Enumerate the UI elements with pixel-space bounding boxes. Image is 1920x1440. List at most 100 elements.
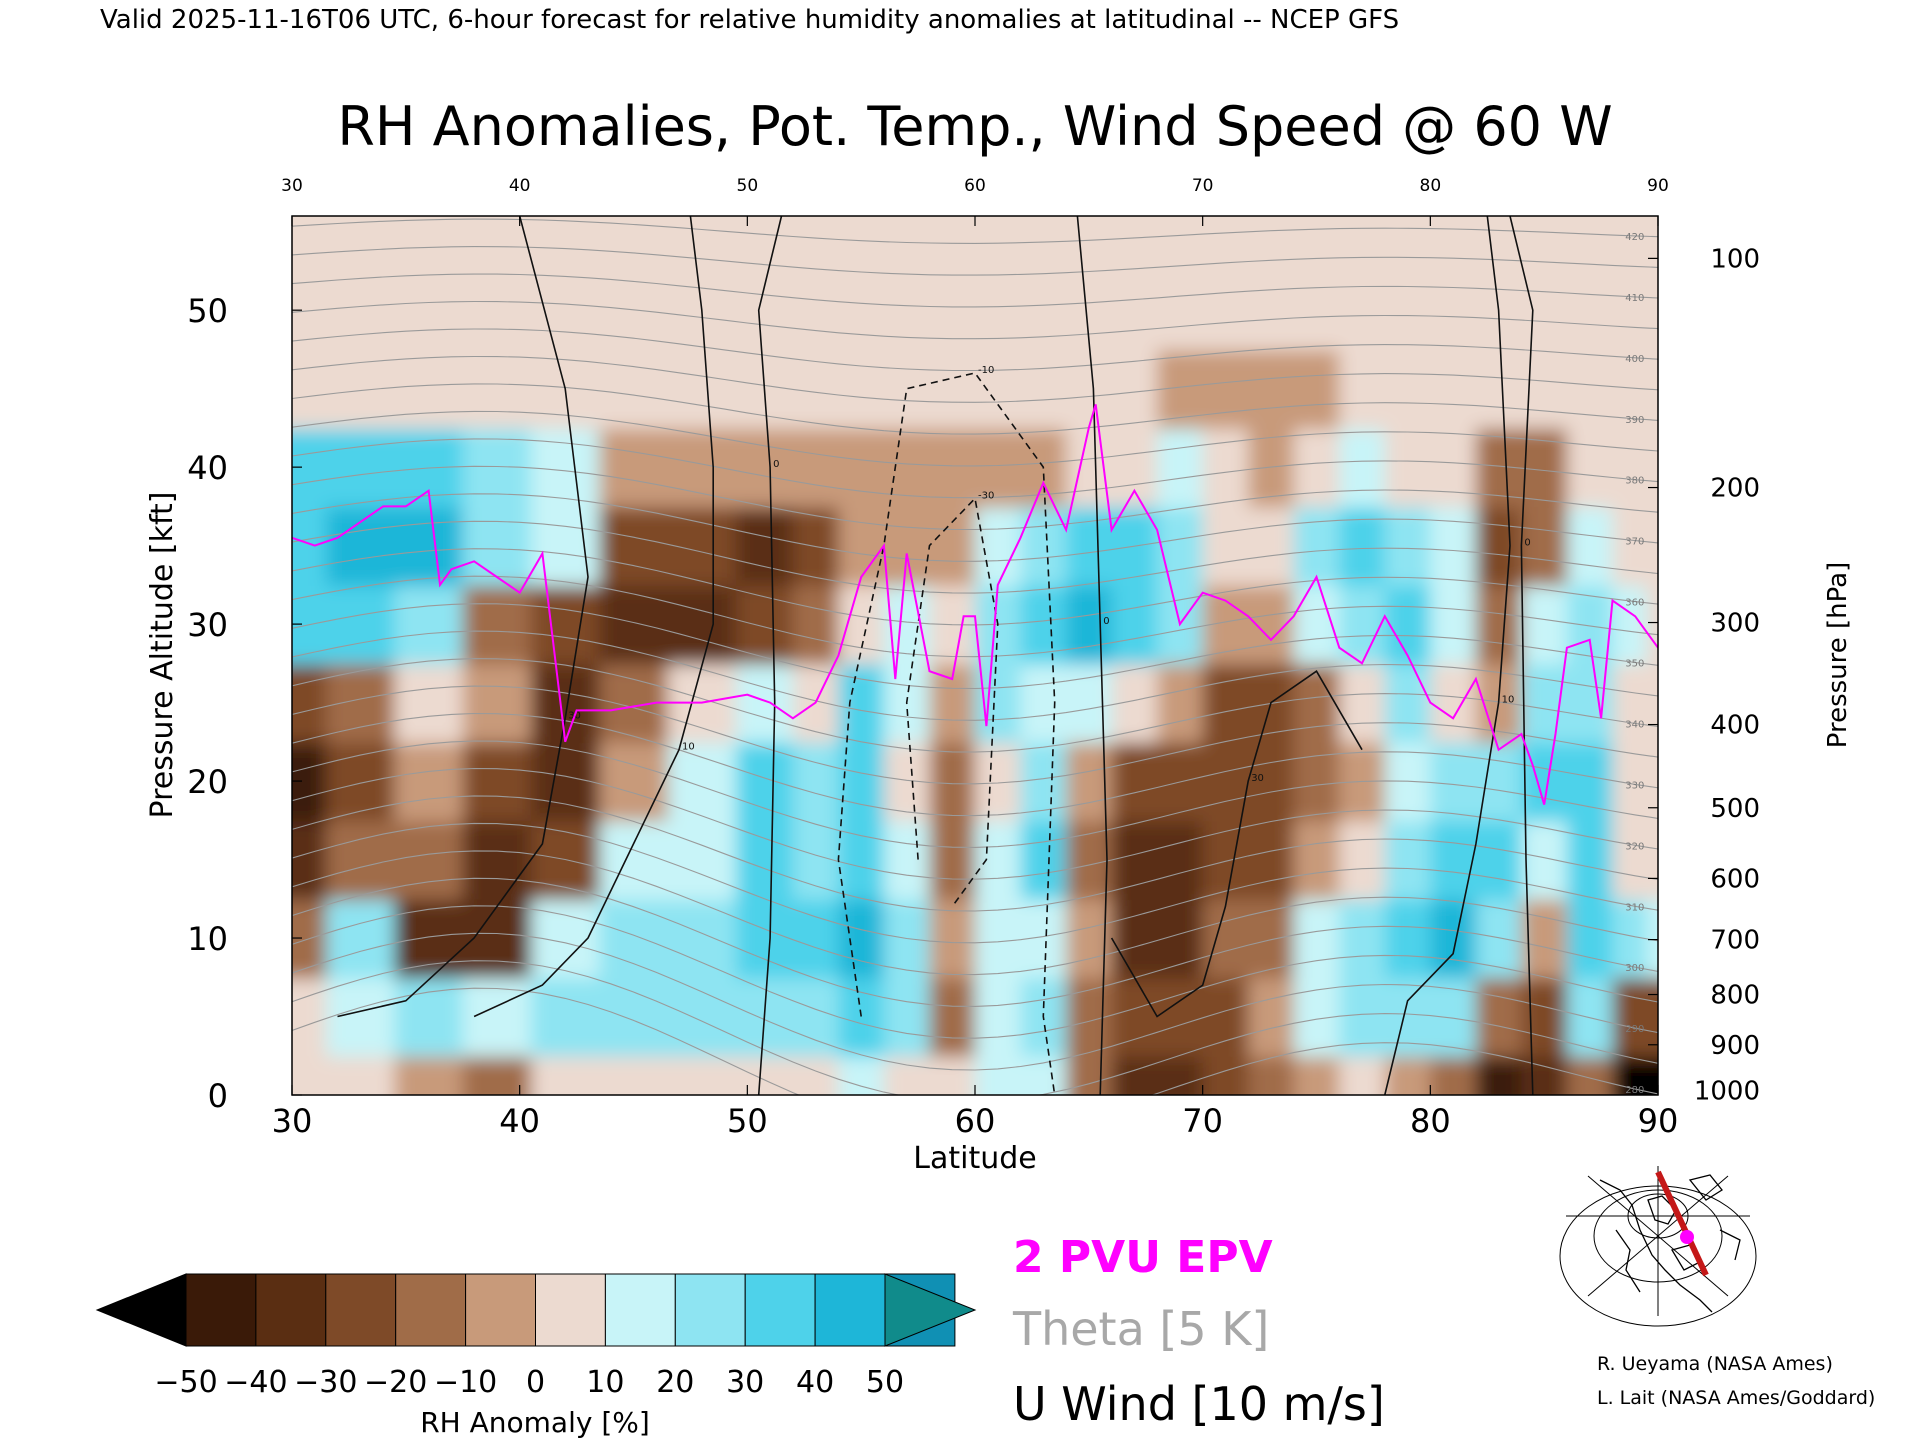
heatmap-cell (975, 349, 1022, 429)
heatmap-cell (1339, 820, 1386, 900)
legend-u-wind-label: U Wind [10 m/s] (1013, 1377, 1385, 1431)
heatmap-cell (1646, 427, 1658, 508)
heatmap-cell (326, 349, 396, 429)
colorbar-over-arrow (884, 1273, 977, 1347)
heatmap-cell (838, 349, 885, 429)
theta-isentrope (292, 767, 1658, 880)
colorbar-tick-label: −10 (434, 1365, 497, 1400)
colorbar-tick-label: 10 (586, 1365, 624, 1400)
heatmap-cell (292, 977, 328, 1057)
heatmap-cell (1157, 506, 1204, 586)
heatmap-cell (394, 663, 464, 743)
heatmap-cell (1111, 216, 1159, 241)
heatmap-cell (599, 349, 669, 429)
u-wind-label: 10 (1502, 695, 1515, 706)
heatmap-cell (1020, 239, 1068, 288)
heatmap-cell (1066, 216, 1113, 241)
heatmap-cell (792, 741, 840, 822)
heatmap-cell (735, 898, 794, 979)
legend: 2 PVU EPV Theta [5 K] U Wind [10 m/s] (1012, 1232, 1385, 1431)
pressure-tick-label: 700 (1710, 926, 1760, 956)
heatmap-cell (929, 216, 976, 241)
heatmap-cell (1646, 741, 1658, 822)
heatmap-cell (1384, 584, 1432, 665)
colorbar-tick-label: −30 (294, 1365, 357, 1400)
heatmap-cell (929, 506, 976, 586)
heatmap-cell (1339, 239, 1386, 288)
heatmap-cell (735, 427, 794, 508)
theta-label: 310 (1625, 902, 1644, 913)
heatmap-cell (1566, 216, 1614, 241)
heatmap-cell (1475, 898, 1523, 979)
colorbar-segment (814, 1273, 886, 1347)
heatmap-cell (292, 663, 328, 743)
heatmap-cell (1202, 741, 1250, 822)
x-tick-label: 40 (499, 1102, 540, 1140)
theta-isentrope (292, 712, 1658, 817)
colorbar-segment (465, 1273, 537, 1347)
heatmap-cell (1339, 584, 1386, 665)
heatmap-cell (735, 286, 794, 351)
heatmap-cell (326, 663, 396, 743)
heatmap-cell (883, 286, 931, 351)
heatmap-cell (1202, 977, 1250, 1057)
heatmap-cell (1521, 1055, 1568, 1095)
heatmap-cell (1020, 286, 1068, 351)
u-wind-contour (837, 372, 1056, 1095)
theta-isentrope (292, 300, 1658, 340)
x-axis-label: Latitude (913, 1141, 1036, 1176)
heatmap-cell (838, 239, 885, 288)
u-wind-label: 0 (1103, 616, 1109, 627)
x-tick-label: 60 (955, 1102, 996, 1140)
heatmap-cell (883, 239, 931, 288)
theta-isentrope (292, 410, 1658, 467)
heatmap-cell (326, 584, 396, 665)
theta-contours: 2802903003103203303403503603703803904004… (292, 218, 1658, 1095)
heatmap-cell (1202, 216, 1250, 241)
heatmap-cell (1521, 216, 1568, 241)
heatmap-cell (1612, 239, 1648, 288)
heatmap-cell (531, 506, 601, 586)
credit-line: L. Lait (NASA Ames/Goddard) (1597, 1387, 1875, 1409)
colorbar-tick-label: 20 (656, 1365, 694, 1400)
y-tick-label: 40 (187, 449, 228, 487)
heatmap-cell (531, 427, 601, 508)
heatmap-cell (1339, 663, 1386, 743)
colorbar-segment (604, 1273, 676, 1347)
heatmap-cell (1020, 1055, 1068, 1095)
pressure-tick-label: 400 (1710, 711, 1760, 741)
x-tick-label: 80 (1410, 1102, 1451, 1140)
heatmap-cell (883, 349, 931, 429)
heatmap-cell (1248, 239, 1295, 288)
heatmap-cell (792, 898, 840, 979)
heatmap-cell (975, 820, 1022, 900)
heatmap-cell (1521, 286, 1568, 351)
heatmap-cell (599, 239, 669, 288)
heatmap-cell (326, 1055, 396, 1095)
theta-isentrope (292, 383, 1658, 435)
heatmap-cell (1111, 427, 1159, 508)
theta-label: 350 (1625, 659, 1644, 670)
u-wind-contour (757, 216, 783, 1095)
heatmap-cell (326, 427, 396, 508)
heatmap-cell (1293, 820, 1341, 900)
colorbar-segment (185, 1273, 257, 1347)
heatmap-cell (1566, 663, 1614, 743)
theta-isentrope (292, 328, 1658, 372)
theta-isentrope (292, 520, 1658, 594)
theta-isentrope (292, 685, 1658, 785)
heatmap-cell (462, 977, 533, 1057)
heatmap-cell (462, 741, 533, 822)
epv-2pvu-layer (292, 404, 1658, 805)
heatmap-cell (1293, 1055, 1341, 1095)
heatmap-cell (1612, 898, 1648, 979)
theta-isentrope (292, 438, 1658, 499)
top-x-tick-label: 30 (281, 176, 303, 196)
heatmap-cell (667, 898, 737, 979)
heatmap-cell (1430, 427, 1477, 508)
colorbar-segment (325, 1273, 397, 1347)
heatmap-cell (929, 977, 976, 1057)
heatmap-cell (326, 506, 396, 586)
heatmap-cell (1202, 898, 1250, 979)
